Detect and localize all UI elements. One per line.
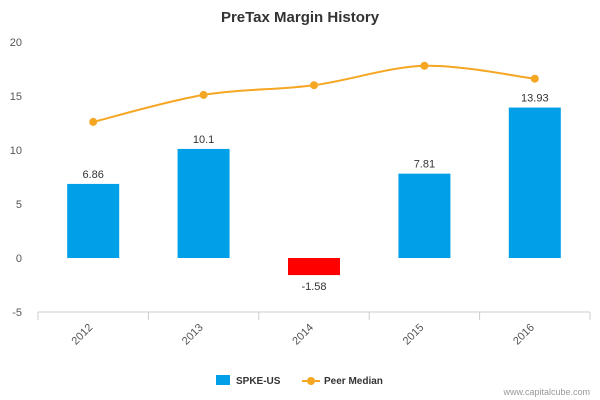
y-tick-label: -5 — [12, 307, 22, 319]
legend: SPKE-US Peer Median — [216, 375, 383, 387]
credit-text: www.capitalcube.com — [502, 387, 590, 397]
legend-label-bar: SPKE-US — [236, 376, 281, 387]
legend-swatch-marker — [307, 377, 315, 385]
bar-data-label: 10.1 — [193, 134, 214, 146]
bar — [67, 183, 120, 258]
bar — [288, 258, 340, 276]
bar-data-label: 7.81 — [414, 159, 435, 171]
x-tick-label: 2015 — [401, 322, 427, 348]
x-tick-label: 2012 — [70, 322, 96, 348]
line-point — [310, 81, 318, 90]
line-point — [530, 74, 539, 83]
chart-title: PreTax Margin History — [221, 9, 380, 26]
y-tick-label: 0 — [16, 253, 22, 265]
line-series — [89, 61, 539, 126]
legend-swatch-bar — [216, 375, 230, 385]
line-point — [420, 61, 429, 70]
y-tick-label: 5 — [16, 199, 22, 211]
y-tick-label: 10 — [10, 145, 22, 157]
y-tick-label: 20 — [10, 37, 22, 49]
bar — [398, 173, 451, 258]
x-tick-label: 2016 — [511, 322, 537, 348]
y-tick-label: 15 — [10, 91, 22, 103]
y-axis: -5 0 5 10 15 20 — [10, 37, 22, 319]
bar-series: 6.86 10.1 -1.58 7.81 13.93 — [67, 93, 561, 293]
bar — [177, 148, 230, 258]
line-path — [92, 64, 535, 123]
x-axis: 2012 2013 2014 2015 2016 — [37, 311, 591, 348]
bar-data-label: 6.86 — [82, 169, 103, 181]
line-point — [89, 117, 98, 126]
bar-data-label: 13.93 — [521, 93, 549, 105]
x-tick-label: 2014 — [290, 322, 316, 348]
line-point — [199, 90, 208, 99]
bar — [508, 107, 561, 258]
bar-data-label: -1.58 — [301, 281, 326, 293]
x-tick-label: 2013 — [180, 322, 206, 348]
legend-label-line: Peer Median — [324, 376, 383, 387]
